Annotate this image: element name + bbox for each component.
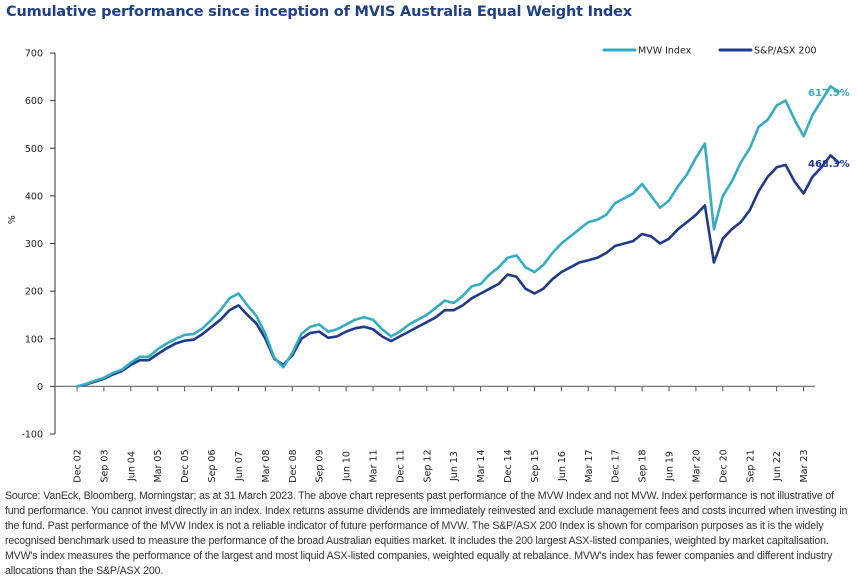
x-tick-label: Dec 14 (503, 449, 514, 483)
x-tick-label: Mar 08 (261, 449, 272, 482)
x-tick-label: Jun 22 (772, 451, 783, 482)
series-layer (76, 85, 841, 388)
performance-chart: -100 0 100 200 300 400 500 600 700% Dec 02 Sep 03… (7, 46, 850, 483)
series-line-mvw-index (76, 85, 841, 388)
end-value-label: 617.5% (808, 88, 850, 99)
x-tick-label: Jun 07 (234, 451, 245, 482)
x-tick-label: Sep 09 (315, 449, 326, 482)
y-tick-label: 200 (25, 287, 43, 298)
x-tick-label: Dec 08 (288, 449, 299, 483)
y-tick-label: 500 (25, 144, 43, 155)
x-tick-label: Jun 13 (449, 451, 460, 482)
y-tick-label: 700 (25, 49, 43, 60)
x-tick-label: Mar 05 (153, 449, 164, 482)
end-labels: 617.5% 468.3% (808, 88, 850, 170)
x-tick-label: Sep 12 (422, 449, 433, 482)
legend: MVW Index S&P/ASX 200 (602, 46, 817, 57)
y-axis-label: % (7, 215, 18, 224)
x-tick-label: Mar 14 (476, 449, 487, 482)
x-tick-label: Jun 10 (342, 451, 353, 482)
y-axis: -100 0 100 200 300 400 500 600 700% (7, 49, 56, 441)
x-tick-label: Sep 03 (99, 449, 110, 482)
x-tick-label: Sep 21 (745, 449, 756, 482)
x-tick-label: Dec 02 (73, 449, 84, 483)
y-tick-label: 300 (25, 239, 43, 250)
x-tick-label: Mar 20 (691, 449, 702, 482)
source-footnote: Source: VanEck, Bloomberg, Morningstar; … (5, 490, 848, 577)
x-tick-label: Dec 11 (395, 449, 406, 483)
y-tick-label: 600 (25, 96, 43, 107)
x-tick-label: Sep 15 (530, 449, 541, 482)
legend-label: MVW Index (638, 46, 692, 57)
y-tick-label: 100 (25, 334, 43, 345)
x-tick-label: Jun 04 (126, 451, 137, 482)
legend-label: S&P/ASX 200 (754, 46, 817, 57)
chart-title: Cumulative performance since inception o… (6, 4, 632, 20)
y-tick-label: 0 (37, 382, 43, 393)
x-tick-label: Mar 17 (584, 449, 595, 482)
x-tick-label: Jun 19 (665, 451, 676, 482)
x-tick-label: Mar 23 (799, 449, 810, 482)
x-tick-label: Mar 11 (369, 449, 380, 482)
x-tick-label: Dec 17 (611, 449, 622, 483)
x-tick-label: Dec 20 (718, 449, 729, 483)
end-value-label: 468.3% (808, 159, 850, 170)
x-tick-label: Sep 18 (638, 449, 649, 482)
series-line-s-p-asx-200 (76, 154, 841, 388)
x-axis: Dec 02 Sep 03 Jun 04 Mar 05 Dec 05 Sep 06 Jun … (55, 385, 815, 483)
y-tick-label: 400 (25, 191, 43, 202)
x-tick-label: Dec 05 (180, 449, 191, 483)
x-tick-label: Jun 16 (557, 451, 568, 482)
x-tick-label: Sep 06 (207, 449, 218, 482)
y-tick-label: -100 (21, 430, 43, 441)
